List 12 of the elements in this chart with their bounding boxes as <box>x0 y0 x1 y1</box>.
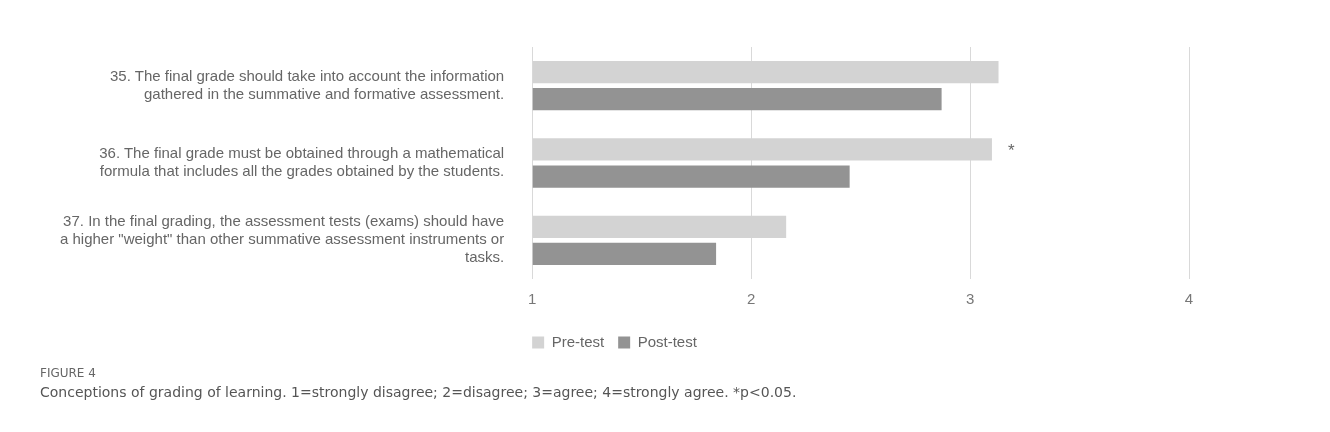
legend-label: Pre-test <box>551 332 605 350</box>
legend-label: Post-test <box>637 332 698 350</box>
y-tick-label: 36. The final grade must be obtained through a mathematical formula that includes all the grades obtained by the students. <box>99 144 505 180</box>
x-tick-label: 1 <box>528 290 537 308</box>
x-tick-label: 3 <box>965 290 975 308</box>
x-tick-label: 2 <box>746 290 756 308</box>
data-label: * <box>1007 141 1015 161</box>
y-tick-label: 37. In the final grading, the assessment tests (exams) should have a higher "weight" than other summative assessment instruments or tasks. <box>60 212 505 266</box>
text: Conceptions of grading of learning. 1=strongly disagree; 2=disagree; 3=agree; 4=strongly agree. *p<0.05. <box>40 384 798 400</box>
x-tick-label: 4 <box>1184 290 1194 308</box>
y-tick-label: 35. The final grade should take into account the information gathered in the summative and formative assessment. <box>110 66 505 102</box>
caption: FIGURE 4 <box>40 366 97 380</box>
